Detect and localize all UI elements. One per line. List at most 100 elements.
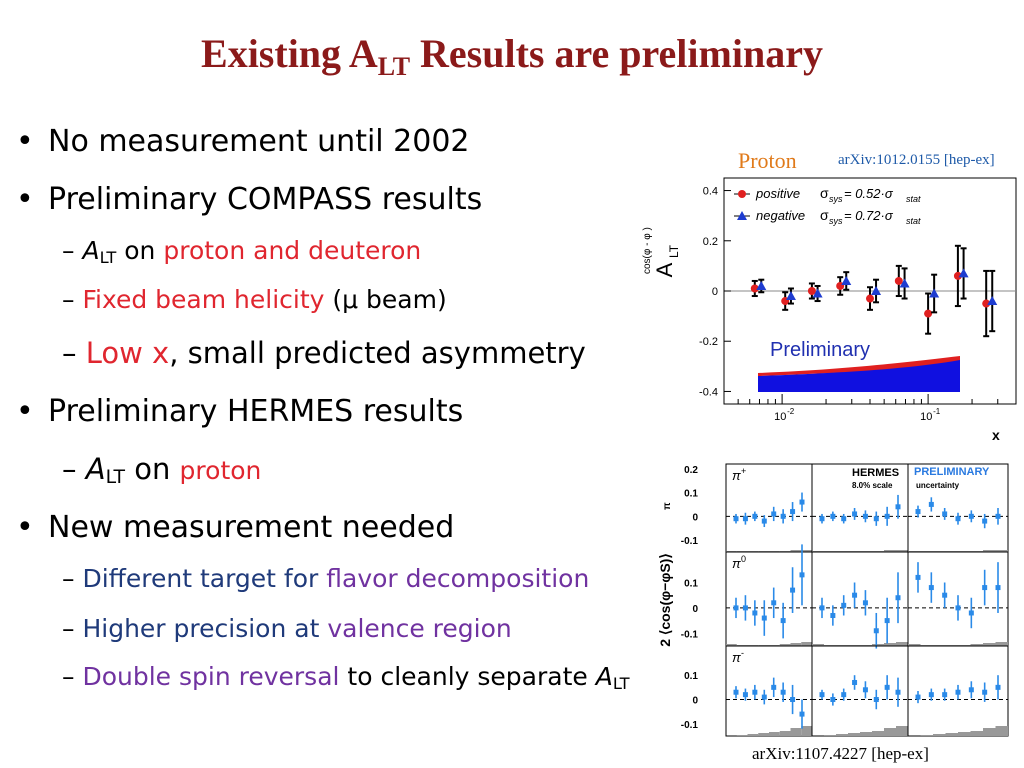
hermes-systematic-bar [884, 728, 896, 736]
hermes-arxiv-reference: arXiv:1107.4227 [hep-ex] [752, 744, 929, 763]
compass-point-negative [785, 291, 796, 301]
legend-negative-stat: stat [906, 216, 921, 226]
compass-legend: positive σ sys = 0.52·σ stat negative σ … [734, 185, 921, 226]
hermes-systematic-bar [747, 734, 759, 736]
hermes-point [915, 574, 921, 580]
hermes-systematic-bar [896, 642, 908, 646]
legend-negative-sigma: σ [820, 207, 829, 223]
hermes-point [995, 684, 1001, 690]
hermes-systematic-bar [801, 726, 812, 736]
hermes-point [830, 697, 836, 703]
slide-title: Existing ALT Results are preliminary [0, 30, 1024, 82]
compass-preliminary-label: Preliminary [770, 339, 870, 361]
hermes-y-tick-label: -0.1 [681, 536, 699, 547]
hermes-row-label-sign: + [741, 466, 746, 476]
hermes-scale-label: 8.0% scale [852, 481, 893, 490]
hermes-point [942, 511, 948, 517]
legend-positive-sigma-sub: sys [829, 194, 843, 204]
hermes-y-tick-label: 0 [692, 604, 698, 615]
sub-bullet-low-x: – Low x, small predicted asymmetry [62, 336, 586, 370]
hermes-point [873, 516, 879, 522]
hermes-row-label: π [732, 468, 741, 483]
sub-bullet-alt-hermes: – ALT on proton [62, 452, 262, 488]
hermes-systematic-bar [801, 642, 812, 646]
title-subscript: LT [377, 52, 411, 81]
hermes-systematic-bar [779, 644, 791, 646]
bullet-dot: • [16, 182, 34, 217]
hermes-point [968, 610, 974, 616]
hermes-point [873, 628, 879, 634]
hermes-point [955, 516, 961, 522]
compass-point-negative [841, 275, 852, 285]
hermes-systematic-bar [970, 731, 983, 736]
compass-y-tick-label: 0.4 [703, 186, 718, 198]
hermes-point [830, 613, 836, 619]
svg-text:A: A [652, 262, 677, 277]
svg-text:cos(φ - φ ): cos(φ - φ ) [642, 227, 653, 274]
hermes-point [742, 516, 748, 522]
compass-point-positive [953, 271, 962, 280]
compass-point-negative [929, 288, 940, 298]
hermes-systematic-bar [995, 550, 1008, 552]
compass-y-ticks: 0.4 0.2 0 -0.2 -0.4 [699, 186, 731, 398]
hermes-systematic-bar [933, 734, 946, 736]
legend-positive-stat: stat [906, 194, 921, 204]
hermes-y-tick-label: 0.1 [684, 489, 698, 500]
hermes-systematic-bar [736, 735, 748, 736]
hermes-systematic-bar [896, 726, 908, 736]
hermes-header: HERMES 8.0% scale PRELIMINARY uncertaint… [852, 466, 990, 490]
hermes-point [928, 501, 934, 507]
hermes-preliminary-label: PRELIMINARY [914, 466, 990, 478]
compass-point-positive [894, 276, 903, 285]
compass-point-positive [866, 294, 874, 303]
hermes-point [733, 689, 739, 695]
compass-arxiv-reference: arXiv:1012.0155 [hep-ex] [838, 152, 995, 168]
hermes-point [771, 600, 777, 606]
hermes-point [852, 679, 858, 685]
hermes-row-label: π [732, 556, 741, 571]
hermes-point [790, 509, 796, 515]
hermes-systematic-bar [983, 550, 996, 552]
bullet-hermes: Preliminary HERMES results [48, 394, 464, 429]
hermes-y-axis-superscript: π [662, 502, 673, 510]
hermes-point [942, 692, 948, 698]
hermes-systematic-bar [970, 644, 983, 646]
compass-point-negative [756, 280, 767, 290]
hermes-point [852, 592, 858, 598]
hermes-systematic-bar [995, 726, 1008, 736]
hermes-point [982, 689, 988, 695]
hermes-systematic-bar [848, 733, 860, 736]
hermes-point [819, 516, 825, 522]
compass-point-negative [812, 288, 823, 298]
hermes-point [733, 605, 739, 611]
sub-bullet-precision: – Higher precision at valence region [62, 614, 512, 643]
hermes-systematic-bar [995, 642, 1008, 646]
hermes-point [884, 618, 890, 624]
hermes-point [862, 513, 868, 519]
hermes-point [742, 605, 748, 611]
hermes-point [968, 687, 974, 693]
hermes-point [761, 615, 767, 621]
hermes-point [771, 684, 777, 690]
compass-y-tick-label: 0 [712, 286, 718, 298]
hermes-point [862, 600, 868, 606]
compass-x-tick-label: 10 [774, 411, 786, 423]
hermes-point [968, 513, 974, 519]
hermes-point [995, 585, 1001, 591]
hermes-systematic-bar [983, 728, 996, 736]
hermes-point [780, 513, 786, 519]
hermes-systematic-bar [769, 732, 780, 736]
hermes-systematic-bar [920, 735, 933, 736]
hermes-point [742, 692, 748, 698]
hermes-systematic-bar [884, 643, 896, 646]
hermes-point [799, 499, 805, 505]
hermes-point [895, 504, 901, 510]
hermes-panel-frame [811, 551, 909, 647]
title-rest: Results are preliminary [410, 31, 823, 76]
hermes-plot: 2 ⟨cos(φ−φS)⟩ π 0.20.10-0.1π +0.10-0.1π 00… [657, 463, 1009, 737]
hermes-systematic-bar [726, 644, 737, 646]
legend-negative-ratio: = 0.72·σ [844, 208, 894, 223]
hermes-point [982, 585, 988, 591]
hermes-point [995, 513, 1001, 519]
hermes-point [982, 518, 988, 524]
